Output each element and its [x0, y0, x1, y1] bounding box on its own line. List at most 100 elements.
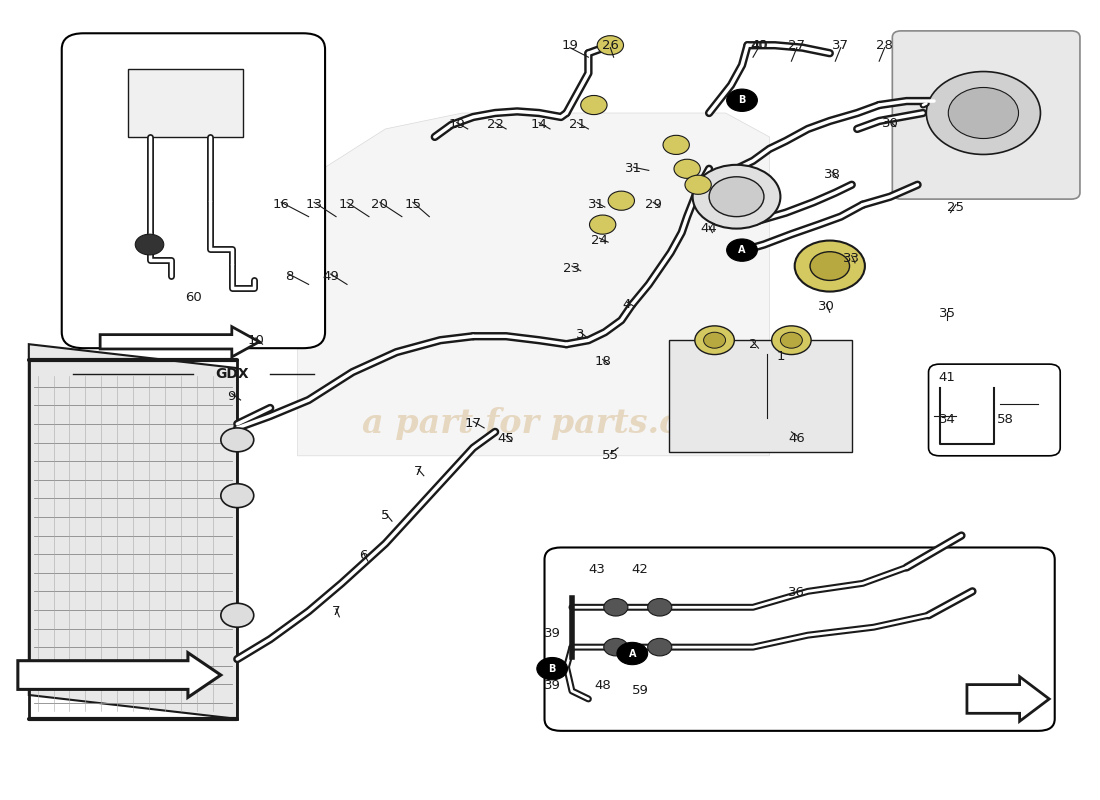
Text: 17: 17	[464, 418, 482, 430]
Circle shape	[608, 191, 635, 210]
Text: 39: 39	[543, 679, 561, 692]
Circle shape	[648, 598, 672, 616]
Circle shape	[704, 332, 726, 348]
Text: 60: 60	[185, 291, 201, 305]
Circle shape	[727, 239, 758, 262]
Circle shape	[597, 36, 624, 55]
Text: 31: 31	[587, 198, 605, 211]
Text: 6: 6	[360, 549, 367, 562]
Circle shape	[590, 215, 616, 234]
Circle shape	[710, 177, 764, 217]
Circle shape	[693, 165, 780, 229]
Text: GDX: GDX	[214, 367, 249, 382]
Text: 19: 19	[449, 118, 465, 131]
Circle shape	[135, 234, 164, 255]
Text: 3: 3	[576, 328, 585, 341]
Circle shape	[948, 87, 1019, 138]
Text: 20: 20	[372, 198, 388, 211]
Circle shape	[727, 89, 758, 111]
Polygon shape	[100, 326, 260, 357]
Text: 35: 35	[938, 307, 956, 321]
Polygon shape	[18, 653, 221, 698]
Circle shape	[648, 638, 672, 656]
Text: 14: 14	[530, 118, 548, 131]
Text: 49: 49	[322, 270, 339, 283]
Polygon shape	[967, 677, 1049, 722]
Text: 45: 45	[497, 432, 515, 445]
Text: 23: 23	[563, 262, 581, 275]
Text: 22: 22	[486, 118, 504, 131]
Text: 30: 30	[818, 300, 835, 314]
Circle shape	[771, 326, 811, 354]
Text: 42: 42	[631, 562, 648, 575]
Text: B: B	[549, 664, 556, 674]
Text: 36: 36	[789, 586, 805, 599]
Text: 16: 16	[273, 198, 289, 211]
Circle shape	[581, 95, 607, 114]
Text: 29: 29	[645, 198, 661, 211]
Text: 31: 31	[625, 162, 642, 175]
FancyBboxPatch shape	[892, 31, 1080, 199]
Circle shape	[810, 252, 849, 281]
Circle shape	[794, 241, 865, 291]
Bar	[128, 69, 243, 137]
Text: 12: 12	[339, 198, 355, 211]
Text: 4: 4	[623, 298, 631, 311]
Text: 9: 9	[228, 390, 236, 402]
Text: 15: 15	[405, 198, 421, 211]
Text: 1: 1	[777, 350, 784, 362]
Polygon shape	[298, 113, 769, 456]
Text: 40: 40	[751, 38, 768, 52]
Text: 48: 48	[594, 679, 610, 692]
Text: 58: 58	[997, 414, 1014, 426]
Circle shape	[926, 71, 1041, 154]
Text: 38: 38	[824, 168, 840, 181]
Text: 33: 33	[844, 251, 860, 265]
Text: 25: 25	[947, 201, 965, 214]
FancyBboxPatch shape	[544, 547, 1055, 731]
Text: 5: 5	[382, 509, 389, 522]
Text: 43: 43	[588, 562, 606, 575]
Text: 8: 8	[285, 270, 293, 283]
Circle shape	[617, 642, 648, 665]
Text: 30: 30	[882, 117, 899, 130]
Circle shape	[674, 159, 701, 178]
Text: 37: 37	[833, 38, 849, 52]
Text: 7: 7	[414, 466, 422, 478]
Text: 46: 46	[789, 432, 805, 445]
Text: 21: 21	[569, 118, 586, 131]
Text: 41: 41	[938, 371, 956, 384]
Text: 18: 18	[594, 355, 612, 368]
Circle shape	[685, 175, 712, 194]
Text: 40: 40	[750, 38, 767, 52]
Text: 34: 34	[938, 414, 956, 426]
Circle shape	[604, 638, 628, 656]
Polygon shape	[29, 344, 238, 719]
Circle shape	[221, 484, 254, 508]
Circle shape	[780, 332, 802, 348]
Text: B: B	[738, 95, 746, 106]
Text: 13: 13	[306, 198, 322, 211]
Text: A: A	[738, 245, 746, 255]
Polygon shape	[669, 340, 851, 452]
Text: a part for parts.com: a part for parts.com	[362, 407, 738, 441]
Text: 28: 28	[877, 38, 893, 52]
Text: 59: 59	[631, 684, 648, 697]
Text: 26: 26	[602, 38, 619, 52]
Circle shape	[221, 428, 254, 452]
Text: 10: 10	[248, 334, 264, 346]
FancyBboxPatch shape	[62, 34, 326, 348]
Circle shape	[604, 598, 628, 616]
Text: 24: 24	[591, 234, 608, 247]
Text: 27: 27	[789, 38, 805, 52]
Text: 19: 19	[561, 38, 579, 52]
Text: 44: 44	[701, 222, 717, 235]
Text: 2: 2	[749, 338, 757, 350]
FancyBboxPatch shape	[928, 364, 1060, 456]
Circle shape	[537, 658, 568, 680]
Circle shape	[221, 603, 254, 627]
Circle shape	[663, 135, 690, 154]
Text: 39: 39	[543, 627, 561, 640]
Text: 55: 55	[602, 450, 619, 462]
Text: A: A	[628, 649, 636, 658]
